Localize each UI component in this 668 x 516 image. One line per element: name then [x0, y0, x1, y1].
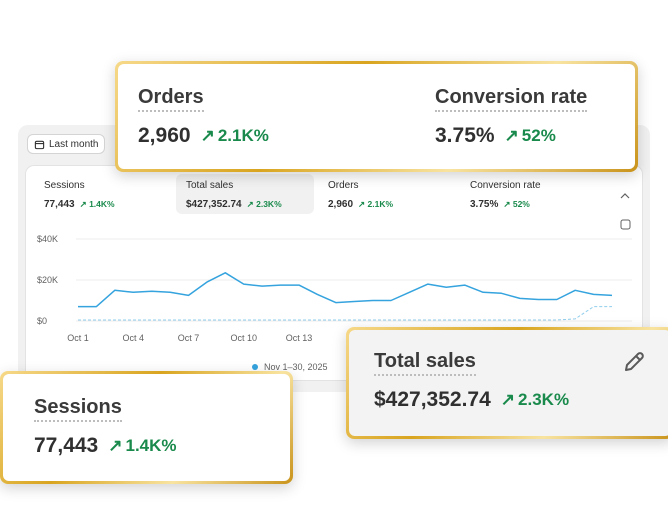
callout-value: 77,443 [34, 434, 99, 457]
change-text: 1.4K% [125, 436, 177, 455]
callout-metric: Orders 2,960 ↗ 2.1K% [138, 86, 269, 148]
change-text: 2.3K% [256, 199, 282, 209]
x-tick-label: Oct 10 [230, 333, 257, 343]
callout: Sessions 77,443 ↗ 1.4K% [0, 371, 293, 484]
callout-body: Total sales $427,352.74 ↗ 2.3K% [349, 330, 668, 436]
x-tick-label: Oct 4 [122, 333, 144, 343]
y-tick-label: $0 [37, 316, 47, 326]
callout-title: Orders [138, 86, 204, 112]
change-text: 2.3K% [518, 390, 570, 409]
metric-value: 2,960 [328, 199, 354, 210]
button-label: Last month [49, 138, 99, 150]
change-text: 2.1K% [367, 199, 394, 209]
series-line [78, 306, 612, 321]
y-tick-label: $20K [37, 275, 58, 285]
metric-value: 77,443 [44, 199, 75, 210]
change-text: 1.4K% [89, 199, 115, 209]
callout-change: ↗ 1.4K% [108, 436, 177, 455]
callout-metric: Total sales $427,352.74 ↗ 2.3K% [374, 350, 569, 412]
callout-body: Orders 2,960 ↗ 2.1K% Conversion rate 3.75%… [118, 64, 635, 169]
metric-value: $427,352.74 [186, 199, 242, 210]
metric-title: Total sales [186, 180, 234, 191]
callout: Total sales $427,352.74 ↗ 2.3K% [346, 327, 668, 439]
metric-change: ↗ 2.3K% [246, 199, 282, 209]
metric-title: Orders [328, 180, 359, 191]
date-button[interactable]: Last month [27, 134, 105, 154]
legend-swatch [252, 364, 258, 370]
callout-value: 2,960 [138, 124, 191, 147]
metric-tab[interactable]: Sessions 77,443 ↗ 1.4K% [34, 174, 172, 214]
metric-tab[interactable]: Orders 2,960 ↗ 2.1K% [318, 174, 456, 214]
callout-body: Sessions 77,443 ↗ 1.4K% [3, 374, 290, 481]
x-tick-label: Oct 1 [67, 333, 89, 343]
metric-tab[interactable]: Conversion rate 3.75% ↗ 52% [460, 174, 598, 214]
series-line [78, 272, 613, 308]
collapse-icon[interactable] [620, 193, 630, 199]
change-text: 52% [512, 199, 530, 209]
metric-value: 3.75% [470, 199, 499, 210]
legend-label: Nov 1–30, 2025 [264, 362, 328, 372]
callout-value: 3.75% [435, 124, 495, 147]
callout-change: ↗ 2.3K% [500, 390, 570, 409]
callout-metric: Sessions 77,443 ↗ 1.4K% [34, 396, 177, 458]
metric-change: ↗ 52% [503, 199, 530, 209]
x-tick-label: Oct 7 [178, 333, 200, 343]
callout-title: Sessions [34, 396, 122, 422]
zoom-icon[interactable] [620, 219, 631, 230]
callout: Orders 2,960 ↗ 2.1K% Conversion rate 3.75%… [115, 61, 638, 172]
callout-metric: Conversion rate 3.75% ↗ 52% [435, 86, 588, 148]
callout-change: ↗ 52% [504, 126, 556, 145]
metric-tab[interactable]: Total sales $427,352.74 ↗ 2.3K% [176, 174, 314, 214]
callout-value: $427,352.74 [374, 388, 491, 411]
metric-title: Conversion rate [470, 180, 541, 191]
callout-change: ↗ 2.1K% [200, 126, 269, 145]
y-tick-label: $40K [37, 234, 58, 244]
calendar-icon [34, 140, 45, 149]
change-text: 52% [521, 126, 556, 145]
metric-change: ↗ 2.1K% [358, 199, 394, 209]
change-text: 2.1K% [217, 126, 269, 145]
metric-change: ↗ 1.4K% [79, 199, 115, 209]
edit-icon[interactable] [622, 350, 646, 374]
x-tick-label: Oct 13 [286, 333, 313, 343]
metric-title: Sessions [44, 180, 85, 191]
callout-title: Total sales [374, 350, 476, 376]
callout-title: Conversion rate [435, 86, 588, 112]
